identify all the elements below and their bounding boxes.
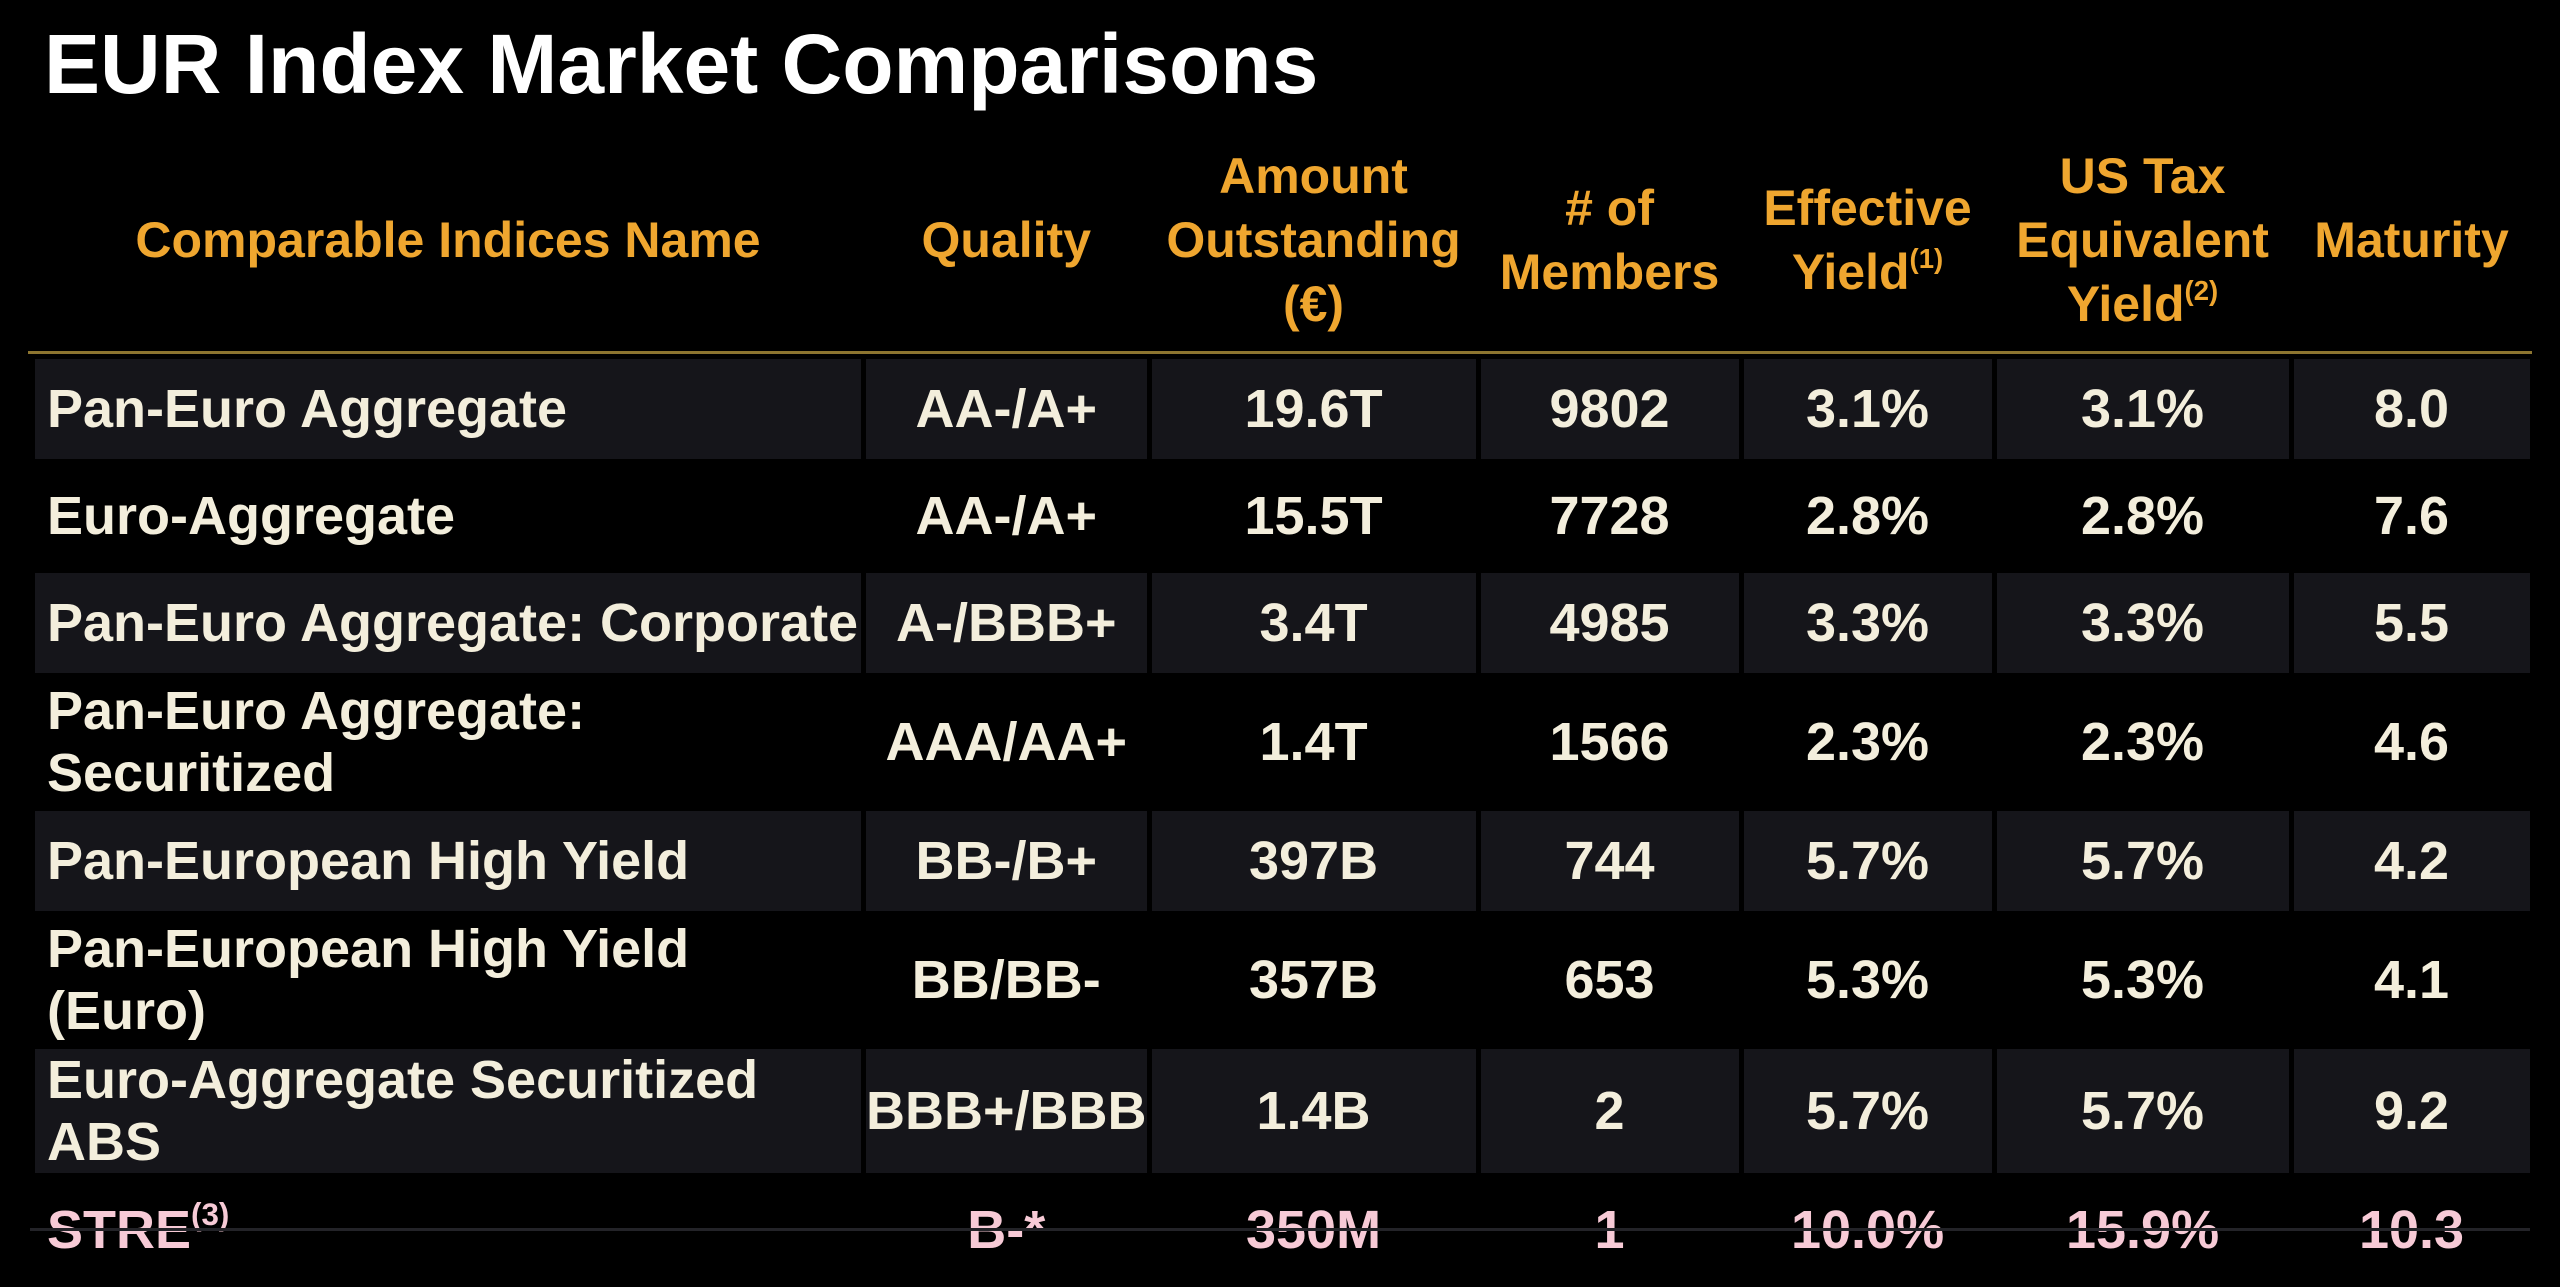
amount-cell: 19.6T bbox=[1151, 359, 1476, 459]
column-header-quality: Quality bbox=[866, 127, 1147, 352]
column-header-members: # of Members bbox=[1481, 127, 1739, 352]
column-header-label: Comparable Indices Name bbox=[135, 211, 761, 268]
tax-equivalent-yield-cell: 5.7% bbox=[1996, 1049, 2289, 1173]
quality-cell: A-/BBB+ bbox=[866, 573, 1147, 673]
column-header-amount-outstanding: Amount Outstanding (€) bbox=[1152, 127, 1476, 352]
members-cell: 653 bbox=[1564, 950, 1655, 1010]
table-row: Pan-Euro Aggregate AA-/A+ 19.6T 9802 3.1… bbox=[35, 359, 2530, 459]
quality-cell: AAA/AA+ bbox=[885, 712, 1128, 772]
effective-yield-cell: 3.3% bbox=[1743, 573, 1992, 673]
index-name-cell: Euro-Aggregate bbox=[47, 486, 456, 546]
index-name-cell: Pan-Euro Aggregate: Corporate bbox=[35, 573, 861, 673]
tax-equivalent-yield-cell: 5.3% bbox=[2080, 950, 2205, 1010]
tax-equivalent-yield-cell: 2.8% bbox=[2080, 486, 2205, 546]
table-header: Comparable Indices Name Quality Amount O… bbox=[35, 127, 2530, 352]
effective-yield-cell: 5.7% bbox=[1743, 811, 1992, 911]
table-row: Pan-Euro Aggregate: Corporate A-/BBB+ 3.… bbox=[35, 573, 2530, 673]
table-row: Pan-European High Yield (Euro) BB/BB- 35… bbox=[35, 918, 2530, 1042]
column-header-label: Effective Yield bbox=[1763, 179, 1972, 300]
column-header-maturity: Maturity bbox=[2294, 127, 2530, 352]
table-body: Pan-Euro Aggregate AA-/A+ 19.6T 9802 3.1… bbox=[35, 359, 2530, 1280]
index-name-cell: Pan-European High Yield bbox=[35, 811, 861, 911]
effective-yield-cell: 2.3% bbox=[1805, 712, 1930, 772]
table-row: Euro-Aggregate Securitized ABS BBB+/BBB … bbox=[35, 1049, 2530, 1173]
column-header-name: Comparable Indices Name bbox=[35, 127, 861, 352]
column-header-label: Quality bbox=[921, 211, 1091, 268]
page-title: EUR Index Market Comparisons bbox=[44, 17, 1319, 111]
amount-cell: 357B bbox=[1248, 950, 1379, 1010]
table-row: Pan-Euro Aggregate: Securitized AAA/AA+ … bbox=[35, 680, 2530, 804]
maturity-cell: 4.2 bbox=[2293, 811, 2530, 911]
maturity-cell: 4.1 bbox=[2373, 950, 2450, 1010]
tax-equivalent-yield-cell: 3.1% bbox=[1996, 359, 2289, 459]
column-header-label: Maturity bbox=[2314, 211, 2509, 268]
index-name-cell: Euro-Aggregate Securitized ABS bbox=[35, 1049, 861, 1173]
column-header-us-tax-equivalent-yield: US Tax Equivalent Yield(2) bbox=[1997, 127, 2289, 352]
column-header-label: # of Members bbox=[1499, 179, 1720, 300]
footnote-marker: (1) bbox=[1909, 243, 1944, 275]
index-name-cell: Pan-Euro Aggregate bbox=[35, 359, 861, 459]
tax-equivalent-yield-cell: 3.3% bbox=[1996, 573, 2289, 673]
amount-cell: 397B bbox=[1151, 811, 1476, 911]
index-name-cell: Pan-European High Yield (Euro) bbox=[47, 919, 690, 1041]
table-row: Euro-Aggregate AA-/A+ 15.5T 7728 2.8% 2.… bbox=[35, 466, 2530, 566]
tax-equivalent-yield-cell: 2.3% bbox=[2080, 712, 2205, 772]
maturity-cell: 7.6 bbox=[2373, 486, 2450, 546]
members-cell: 7728 bbox=[1549, 486, 1670, 546]
members-cell: 2 bbox=[1480, 1049, 1739, 1173]
footnote-marker: (2) bbox=[2184, 275, 2219, 307]
comparison-table: Comparable Indices Name Quality Amount O… bbox=[30, 120, 2535, 1287]
amount-cell: 15.5T bbox=[1244, 486, 1383, 546]
amount-cell: 1.4B bbox=[1151, 1049, 1476, 1173]
quality-cell: BB-/B+ bbox=[866, 811, 1147, 911]
column-header-effective-yield: Effective Yield(1) bbox=[1744, 127, 1992, 352]
slide: EUR Index Market Comparisons Comparable … bbox=[28, 17, 2532, 1260]
index-name-cell: Pan-Euro Aggregate: Securitized bbox=[47, 681, 586, 803]
quality-cell: BB/BB- bbox=[911, 950, 1101, 1010]
amount-cell: 1.4T bbox=[1259, 712, 1368, 772]
maturity-cell: 9.2 bbox=[2293, 1049, 2530, 1173]
quality-cell: BBB+/BBB bbox=[866, 1049, 1147, 1173]
effective-yield-cell: 5.3% bbox=[1805, 950, 1930, 1010]
maturity-cell: 5.5 bbox=[2293, 573, 2530, 673]
amount-cell: 3.4T bbox=[1151, 573, 1476, 673]
column-header-label: US Tax Equivalent Yield bbox=[2016, 147, 2269, 332]
footnote-marker: (3) bbox=[191, 1197, 230, 1233]
members-cell: 4985 bbox=[1480, 573, 1739, 673]
header-divider-line bbox=[28, 351, 2532, 354]
members-cell: 9802 bbox=[1480, 359, 1739, 459]
header-row: Comparable Indices Name Quality Amount O… bbox=[35, 127, 2530, 352]
effective-yield-cell: 5.7% bbox=[1743, 1049, 1992, 1173]
members-cell: 1566 bbox=[1549, 712, 1670, 772]
quality-cell: AA-/A+ bbox=[866, 359, 1147, 459]
table-row: Pan-European High Yield BB-/B+ 397B 744 … bbox=[35, 811, 2530, 911]
effective-yield-cell: 3.1% bbox=[1743, 359, 1992, 459]
effective-yield-cell: 2.8% bbox=[1805, 486, 1930, 546]
column-header-label: Amount Outstanding (€) bbox=[1166, 147, 1461, 332]
tax-equivalent-yield-cell: 5.7% bbox=[1996, 811, 2289, 911]
bottom-rule-line bbox=[30, 1228, 2530, 1231]
maturity-cell: 8.0 bbox=[2293, 359, 2530, 459]
quality-cell: AA-/A+ bbox=[915, 486, 1098, 546]
maturity-cell: 4.6 bbox=[2373, 712, 2450, 772]
members-cell: 744 bbox=[1480, 811, 1739, 911]
